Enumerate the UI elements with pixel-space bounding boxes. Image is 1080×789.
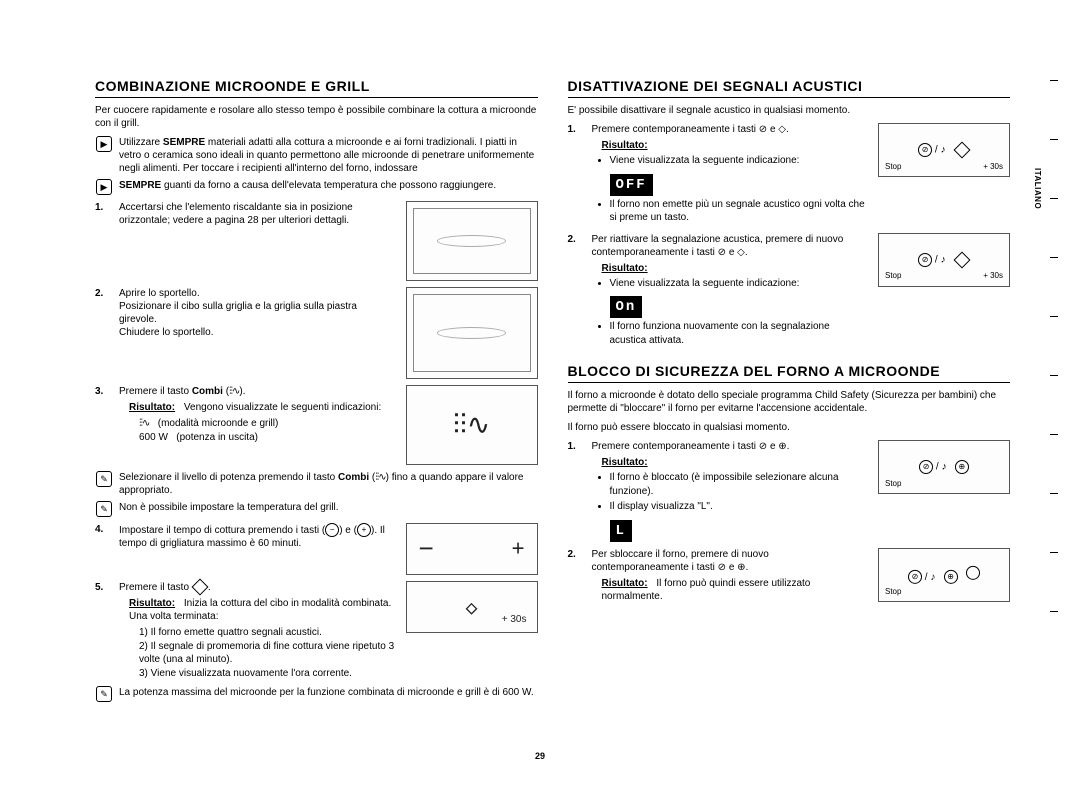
button-box-4: ⊘ / ♪ ⊕ Stop — [878, 548, 1010, 602]
step-5: 5. Premere il tasto . Risultato: Inizia … — [95, 581, 538, 680]
figure-open-door — [406, 287, 538, 379]
step-4: 4. Impostare il tempo di cottura premend… — [95, 523, 538, 575]
warn-icon: ▶ — [96, 136, 112, 152]
step-2: 2. Aprire lo sportello. Posizionare il c… — [95, 287, 538, 379]
intro-lock-2: Il forno può essere bloccato in qualsias… — [568, 421, 1011, 434]
warning-2: ▶ SEMPRE guanti da forno a causa dell'el… — [95, 179, 538, 195]
heading-combi: COMBINAZIONE MICROONDE E GRILL — [95, 78, 538, 98]
button-box-2: ⊘ / ♪ Stop + 30s — [878, 233, 1010, 287]
display-L: L — [610, 520, 632, 542]
intro-lock-1: Il forno a microonde è dotato dello spec… — [568, 389, 1011, 415]
sound-step-1: 1. Premere contemporaneamente i tasti ⊘ … — [568, 123, 1011, 227]
note-icon: ✎ — [96, 501, 112, 517]
button-box-3: ⊘ / ♪ ⊕ Stop — [878, 440, 1010, 494]
warn-icon: ▶ — [96, 179, 112, 195]
step-1: 1. Accertarsi che l'elemento riscaldante… — [95, 201, 538, 281]
step-3: 3. Premere il tasto Combi (⫶⫶∿). Risulta… — [95, 385, 538, 465]
edge-ticks — [1050, 80, 1058, 670]
lock-step-2: 2. Per sbloccare il forno, premere di nu… — [568, 548, 1011, 603]
figure-plus-minus: −+ — [406, 523, 538, 575]
display-on: On — [610, 296, 643, 318]
right-column: DISATTIVAZIONE DEI SEGNALI ACUSTICI E' p… — [568, 78, 1011, 706]
sound-step-2: 2. Per riattivare la segnalazione acusti… — [568, 233, 1011, 350]
note-power: ✎ Selezionare il livello di potenza prem… — [95, 471, 538, 497]
combi-glyph: ⫶⫶∿ — [453, 407, 490, 443]
left-column: COMBINAZIONE MICROONDE E GRILL Per cuoce… — [95, 78, 538, 706]
page-number: 29 — [535, 751, 545, 761]
intro-combi: Per cuocere rapidamente e rosolare allo … — [95, 104, 538, 130]
heading-lock: BLOCCO DI SICUREZZA DEL FORNO A MICROOND… — [568, 363, 1011, 383]
display-off: OFF — [610, 174, 653, 196]
warning-1: ▶ Utilizzare SEMPRE materiali adatti all… — [95, 136, 538, 175]
lock-step-1: 1. Premere contemporaneamente i tasti ⊘ … — [568, 440, 1011, 542]
figure-grill — [406, 201, 538, 281]
figure-combi-display: ⫶⫶∿ — [406, 385, 538, 465]
note-icon: ✎ — [96, 686, 112, 702]
language-tab: ITALIANO — [1033, 168, 1042, 209]
note-grilltemp: ✎ Non è possibile impostare la temperatu… — [95, 501, 538, 517]
button-box-1: ⊘ / ♪ Stop + 30s — [878, 123, 1010, 177]
intro-sound: E' possibile disattivare il segnale acus… — [568, 104, 1011, 117]
heading-sound: DISATTIVAZIONE DEI SEGNALI ACUSTICI — [568, 78, 1011, 98]
figure-start: ◇ + 30s — [406, 581, 538, 633]
note-icon: ✎ — [96, 471, 112, 487]
note-maxpower: ✎ La potenza massima del microonde per l… — [95, 686, 538, 702]
